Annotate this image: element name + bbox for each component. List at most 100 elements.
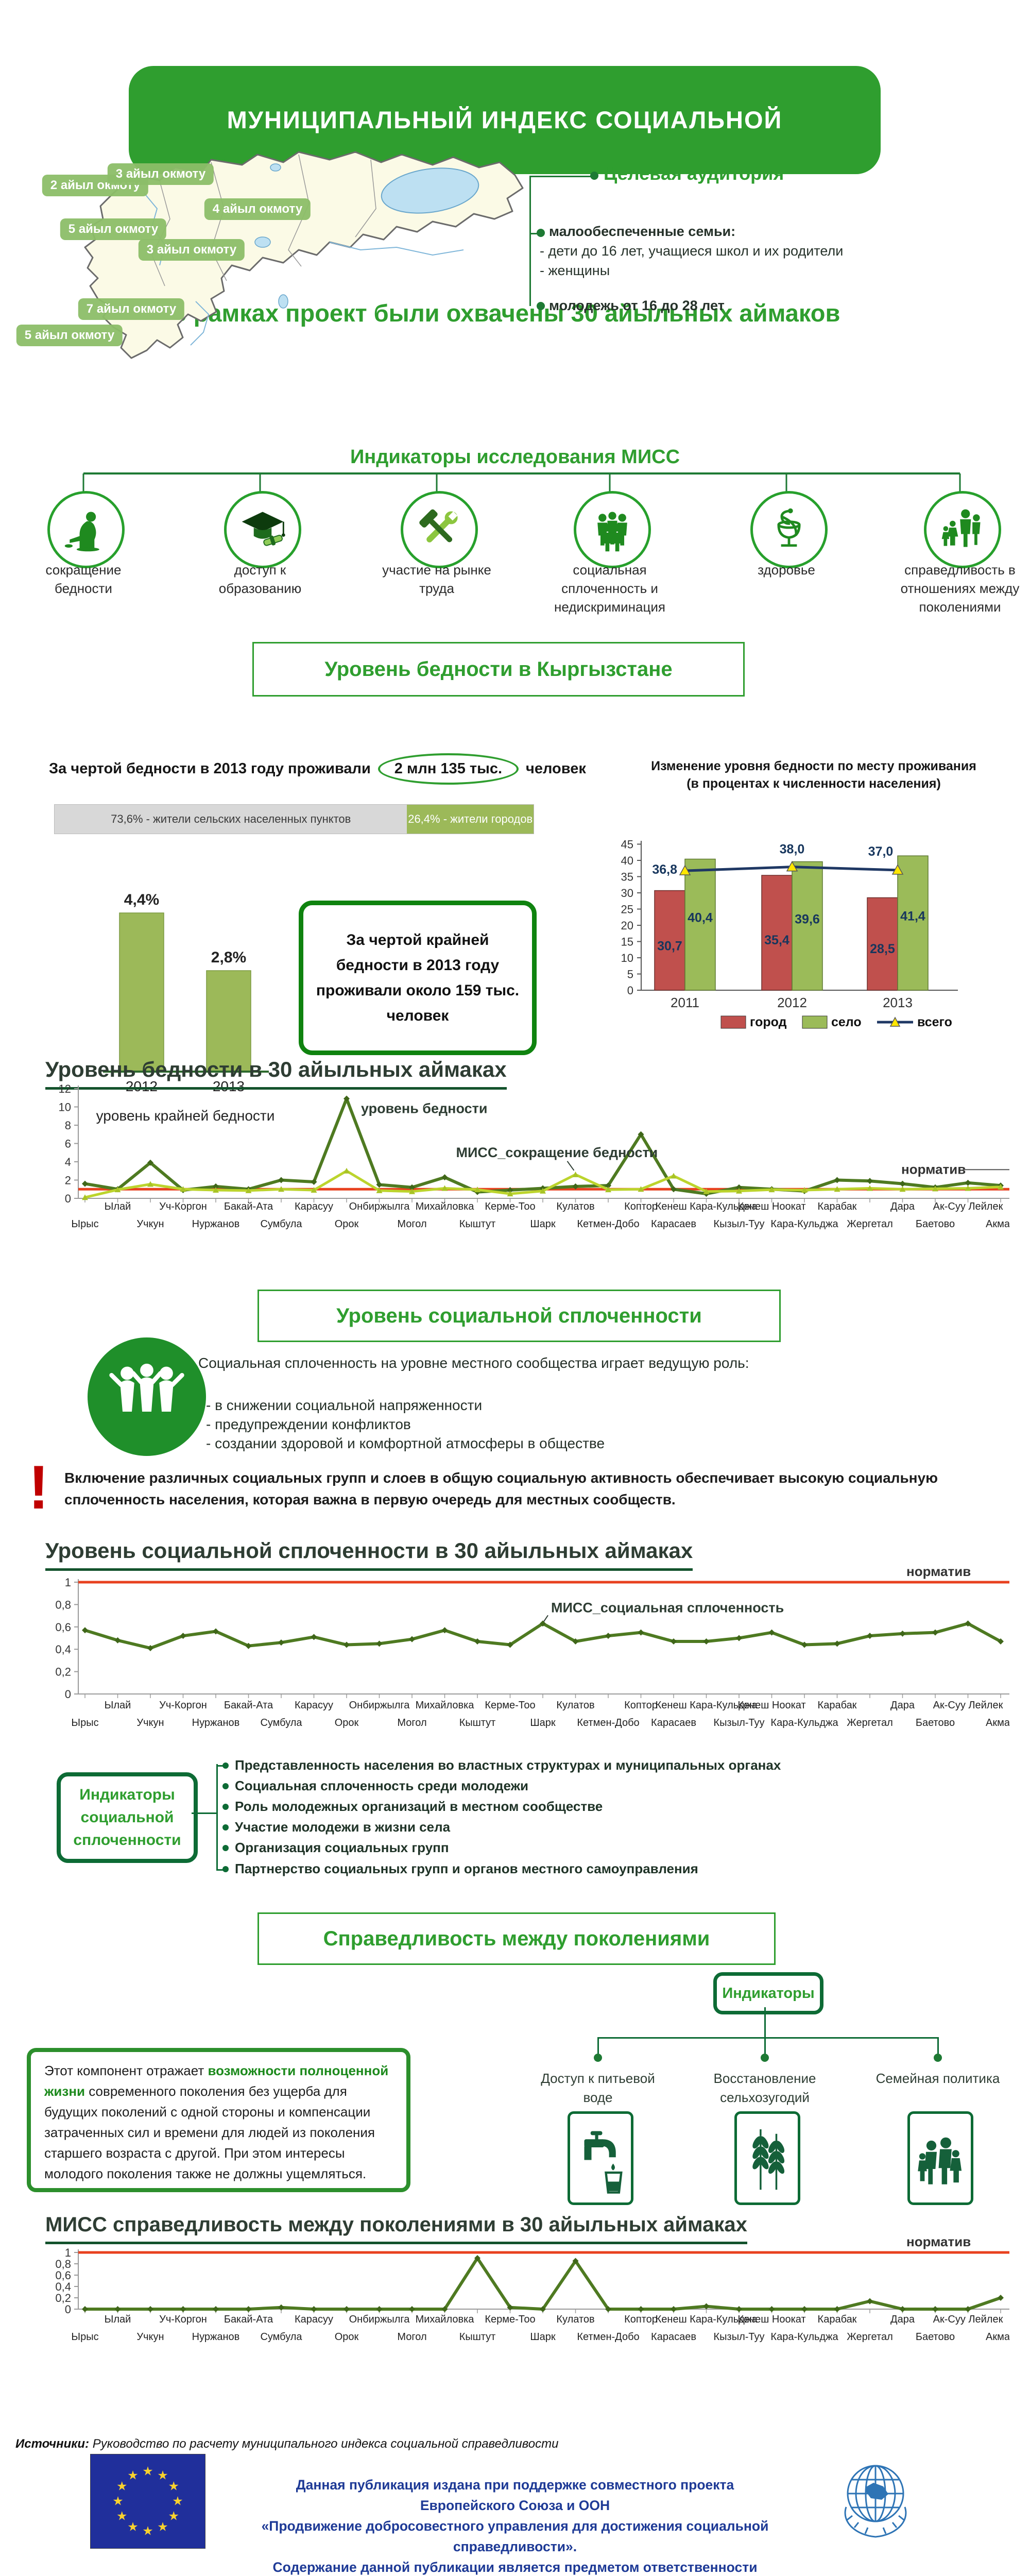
svg-text:Кыштут: Кыштут: [459, 1717, 496, 1728]
exclamation-icon: !: [28, 1453, 49, 1522]
svg-text:Коптор: Коптор: [624, 1700, 658, 1711]
indicator-label: доступ к образованию: [218, 562, 302, 596]
desc-text: Этот компонент отражает: [44, 2063, 208, 2078]
svg-text:всего: всего: [917, 1015, 952, 1029]
cohesion-bullet: - создании здоровой и комфортной атмосфе…: [206, 1435, 605, 1451]
svg-text:1: 1: [65, 1576, 71, 1589]
bullet-dot: [222, 1804, 229, 1810]
svg-text:Бакай-Ата: Бакай-Ата: [224, 2314, 273, 2325]
svg-text:Кетмен-Добо: Кетмен-Добо: [577, 2331, 639, 2343]
svg-text:Керме-Тоо: Керме-Тоо: [485, 2314, 535, 2325]
svg-text:Ак-Суу Лейлек: Ак-Суу Лейлек: [933, 1201, 1003, 1212]
indicator-label: социальная сплоченность и недискриминаци…: [554, 562, 665, 615]
svg-text:Карасуу: Карасуу: [295, 2314, 333, 2325]
audience-connector: [529, 176, 592, 177]
svg-text:8: 8: [65, 1119, 71, 1132]
eu-star-icon: ★: [157, 2520, 168, 2534]
eu-star-icon: ★: [127, 2520, 139, 2534]
indicator-circle: [47, 491, 125, 568]
chart3-title: МИСС справедливость между поколениями в …: [45, 2213, 747, 2244]
svg-text:Учкун: Учкун: [136, 2331, 164, 2343]
svg-text:Кара-Кульджа: Кара-Кульджа: [770, 1717, 838, 1728]
svg-text:Ылай: Ылай: [105, 2314, 131, 2325]
svg-text:0: 0: [65, 2303, 71, 2316]
svg-text:20: 20: [621, 919, 633, 932]
chart1-title: Уровень бедности в 30 айыльных аймаках: [45, 1057, 507, 1090]
svg-text:Дара: Дара: [890, 1700, 915, 1711]
svg-text:Кенеш Кара-Кульджа: Кенеш Кара-Кульджа: [656, 2314, 758, 2325]
bullet-dot: [594, 2054, 602, 2062]
svg-text:Ырыс: Ырыс: [71, 1218, 98, 1230]
footer-line: Содержание данной публикации является пр…: [272, 2560, 758, 2575]
audience-group: малообеспеченные семьи:: [549, 224, 736, 239]
bullet-dot: [222, 1783, 229, 1789]
svg-text:Бакай-Ата: Бакай-Ата: [224, 1700, 273, 1711]
indicator-circle: [401, 491, 478, 568]
svg-text:Дара: Дара: [890, 2314, 915, 2325]
svg-text:0,4: 0,4: [55, 2280, 71, 2293]
bullet-dot: [222, 1866, 229, 1872]
svg-text:0,8: 0,8: [55, 2258, 71, 2270]
labor-icon: [419, 509, 458, 543]
cohesion-icon: [597, 512, 627, 552]
svg-text:2012: 2012: [777, 995, 807, 1010]
urban-segment: 26,4% - жители городов: [407, 805, 534, 834]
svg-text:Сумбула: Сумбула: [260, 2331, 302, 2343]
eu-star-icon: ★: [127, 2468, 139, 2483]
svg-text:Сумбула: Сумбула: [260, 1717, 302, 1728]
audience-group: молодежь от 16 до 28 лет: [549, 298, 725, 313]
svg-text:уровень бедности: уровень бедности: [361, 1101, 487, 1116]
cohesion-tree-line: [216, 1764, 218, 1870]
svg-text:10: 10: [621, 952, 633, 964]
indicator-circle: [924, 491, 1001, 568]
svg-text:28,5: 28,5: [870, 942, 895, 956]
svg-text:Карасаев: Карасаев: [651, 1717, 696, 1728]
svg-text:Михайловка: Михайловка: [416, 1201, 475, 1212]
svg-text:Кыштут: Кыштут: [459, 2331, 496, 2343]
audience-connector: [529, 233, 538, 234]
svg-text:Кетмен-Добо: Кетмен-Добо: [577, 1717, 639, 1728]
bullet-dot: [222, 1845, 229, 1851]
svg-text:МИСС_социальная сплоченность: МИСС_социальная сплоченность: [551, 1600, 784, 1615]
river: [190, 301, 210, 346]
svg-text:0: 0: [627, 984, 633, 997]
region-border: [211, 162, 227, 281]
generations-description: Этот компонент отражает возможности полн…: [27, 2048, 410, 2192]
svg-text:Баетово: Баетово: [916, 2331, 955, 2343]
audience-connector: [529, 176, 531, 306]
svg-text:25: 25: [621, 903, 633, 916]
svg-text:30: 30: [621, 887, 633, 900]
section-title-generations: Справедливость между поколениями: [258, 1912, 776, 1965]
chart1-title-text: Уровень бедности в 30 айыльных аймаках: [45, 1057, 507, 1090]
cohesion-indicator-item: Представленность населения во властных с…: [235, 1757, 781, 1773]
svg-text:Сумбула: Сумбула: [260, 1218, 302, 1230]
cohesion-intro: Социальная сплоченность на уровне местно…: [198, 1355, 749, 1371]
generations-tree-line: [764, 2007, 766, 2037]
svg-text:37,0: 37,0: [868, 844, 894, 859]
svg-text:Онбиржылга: Онбиржылга: [349, 1700, 410, 1711]
headline-value: 2 млн 135 тыс.: [377, 753, 519, 785]
generations-tree-line: [937, 2037, 939, 2055]
eu-star-icon: ★: [172, 2494, 183, 2509]
people-icon: [109, 1363, 184, 1412]
region-border: [288, 154, 310, 267]
generations-tree-line: [597, 2037, 599, 2055]
svg-text:Шарк: Шарк: [530, 2331, 556, 2343]
svg-text:Уч-Коргон: Уч-Коргон: [159, 1700, 207, 1711]
svg-text:Онбиржылга: Онбиржылга: [349, 2314, 410, 2325]
headline-suffix: человек: [526, 760, 586, 777]
cohesion-tree-line: [216, 1765, 225, 1767]
region-border: [355, 159, 376, 238]
agriculture-indicator: [734, 2111, 800, 2205]
audience-title: Целевая аудитория: [604, 163, 784, 184]
river: [329, 242, 464, 256]
svg-text:39,6: 39,6: [795, 912, 820, 926]
svg-text:уровень крайней бедности: уровень крайней бедности: [96, 1108, 275, 1124]
svg-text:Михайловка: Михайловка: [416, 1700, 475, 1711]
svg-text:15: 15: [621, 936, 633, 948]
svg-text:Баетово: Баетово: [916, 1218, 955, 1230]
svg-text:30,7: 30,7: [657, 939, 682, 954]
cohesion-indicator-item: Организация социальных групп: [235, 1840, 449, 1855]
